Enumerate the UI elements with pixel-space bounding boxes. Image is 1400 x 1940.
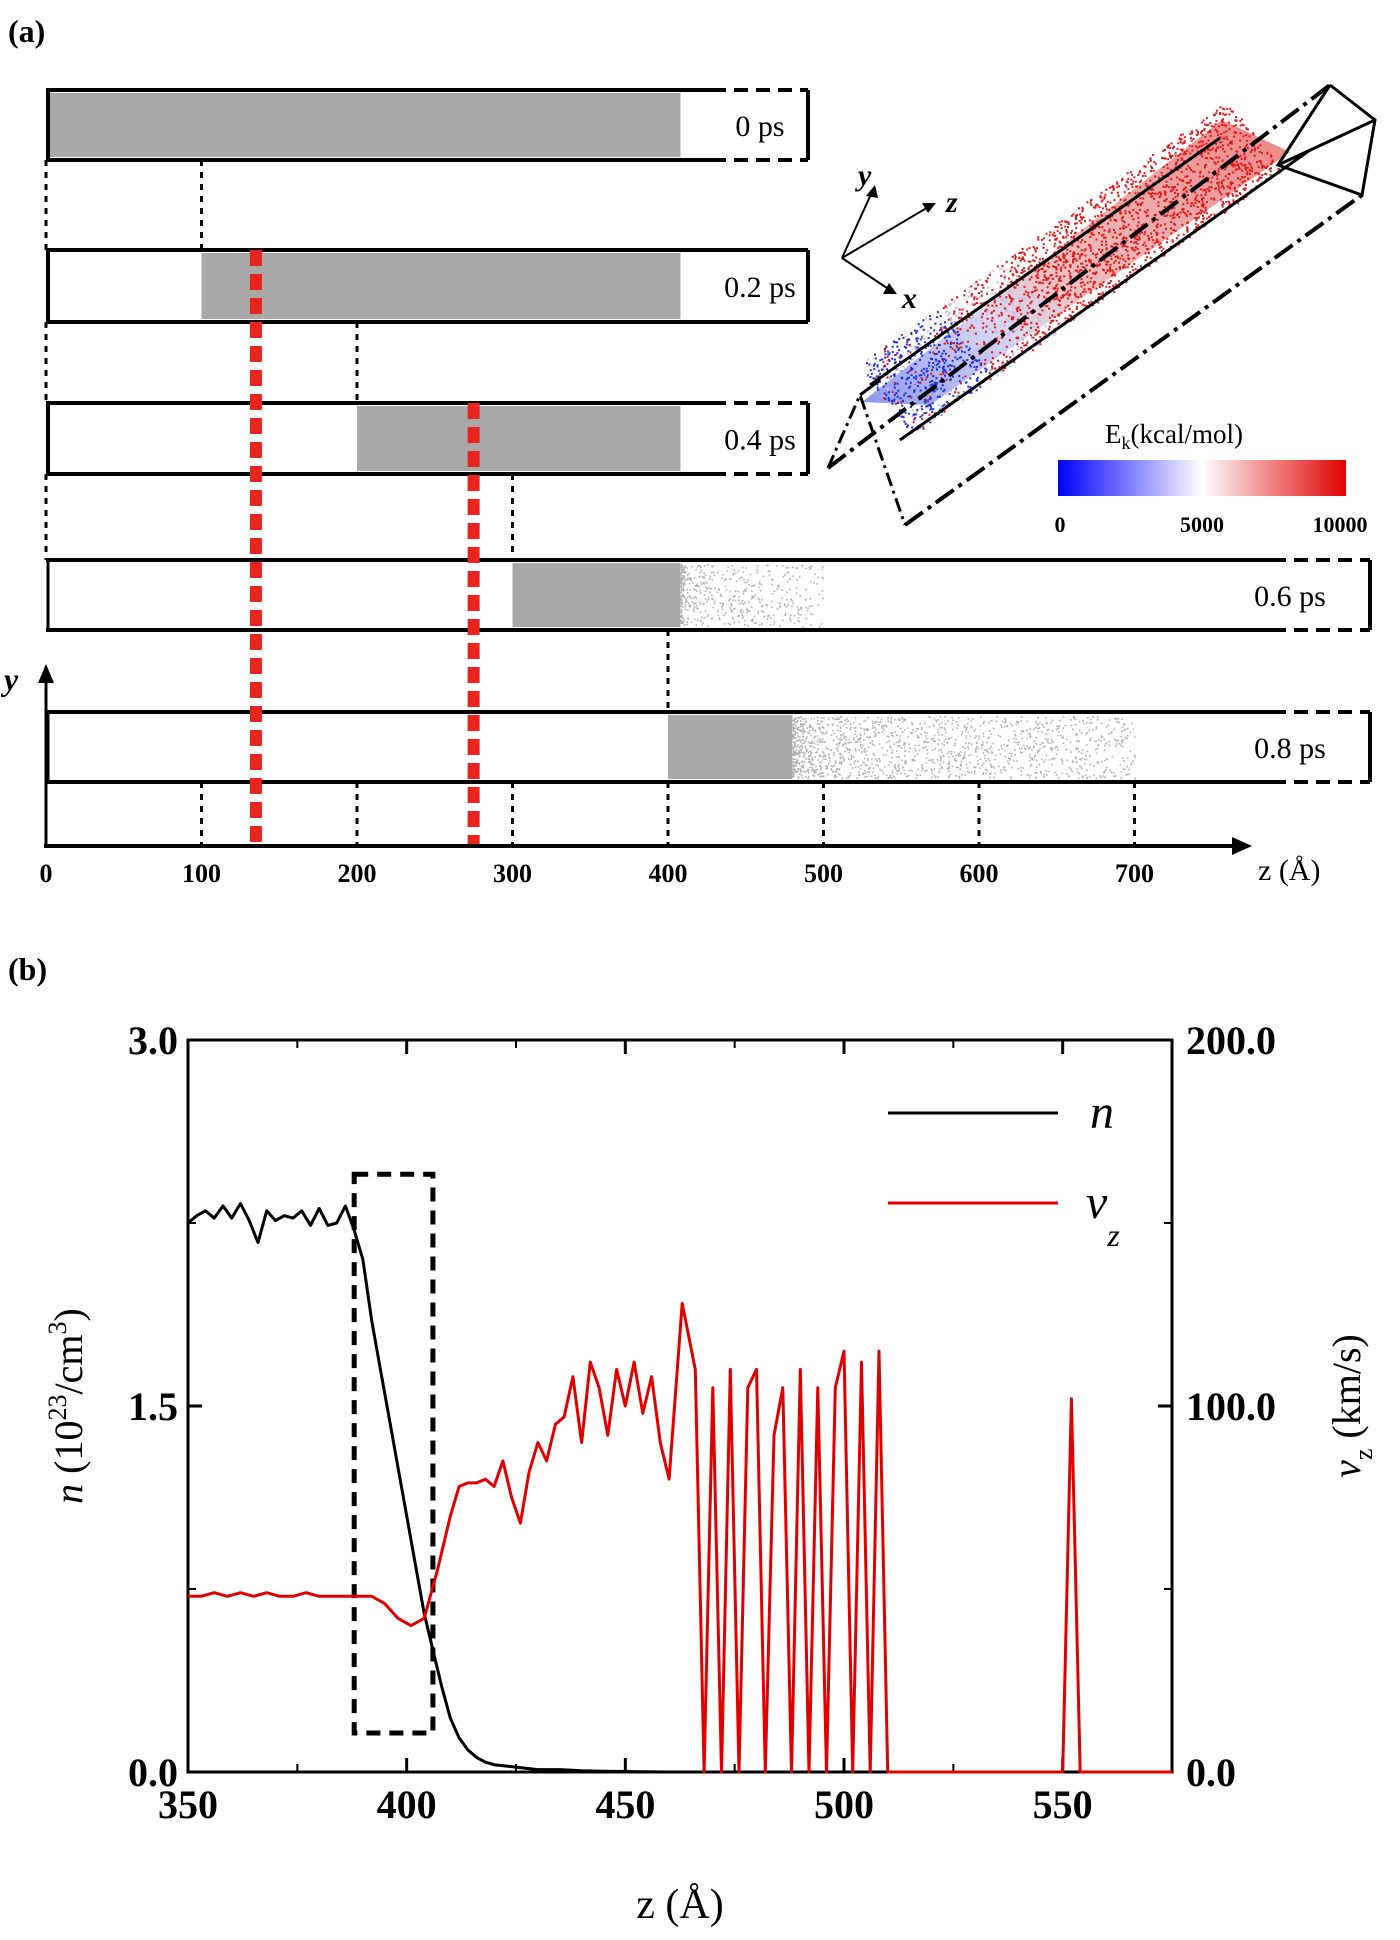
guide-lines bbox=[44, 160, 1136, 846]
colorbar-gradient bbox=[1058, 460, 1346, 496]
left-tick-label: 1.5 bbox=[128, 1384, 178, 1429]
y-axis-label: y bbox=[0, 661, 19, 697]
snapshot-time-label: 0.8 ps bbox=[1254, 732, 1326, 765]
left-tick-label: 3.0 bbox=[128, 1018, 178, 1063]
right-axis-label: vz (km/s) bbox=[1324, 1334, 1378, 1478]
legend-n-label: n bbox=[1090, 1086, 1114, 1139]
energy-colorbar: Ek(kcal/mol) 0 5000 10000 bbox=[1055, 419, 1368, 537]
snapshot-time-label: 0.2 ps bbox=[724, 271, 796, 304]
series-line-n bbox=[187, 1202, 1172, 1774]
z-axis-arrow bbox=[1232, 837, 1252, 855]
atom-region-0 bbox=[50, 93, 681, 157]
snapshot-0: 0 ps bbox=[46, 88, 810, 162]
right-tick-label: 0.0 bbox=[1186, 1750, 1236, 1795]
z-tick-label: 300 bbox=[493, 859, 532, 888]
snapshot-time-label: 0.4 ps bbox=[724, 424, 796, 457]
colorbar-tick-10000: 10000 bbox=[1313, 512, 1368, 537]
colorbar-tick-0: 0 bbox=[1055, 512, 1066, 537]
left-axis-label: n (1023/cm3) bbox=[43, 1308, 91, 1504]
z-axis-label: z (Å) bbox=[1258, 854, 1320, 887]
right-axis-ticks: 0.0 100.0 200.0 bbox=[1158, 1018, 1276, 1795]
legend-vz-label: vz bbox=[1086, 1176, 1120, 1253]
atom-region-2 bbox=[357, 406, 681, 471]
y-axis-arrow bbox=[38, 664, 54, 683]
plot-series bbox=[187, 1202, 1172, 1774]
z-tick-label: 600 bbox=[960, 859, 999, 888]
z-axis-ticks: 0 100 200 300 400 500 600 700 bbox=[40, 859, 1155, 888]
left-axis-ticks: 0.0 1.5 3.0 bbox=[128, 1018, 202, 1795]
z-tick-label: 400 bbox=[649, 859, 688, 888]
triad-z-label: z bbox=[945, 186, 958, 219]
atom-region-1 bbox=[201, 253, 681, 319]
atom-region-3 bbox=[512, 563, 681, 627]
colorbar-tick-5000: 5000 bbox=[1180, 512, 1224, 537]
triad-x-label: x bbox=[901, 282, 917, 315]
legend: n vz bbox=[888, 1086, 1120, 1253]
snapshot-2: 0.4 ps bbox=[46, 401, 810, 476]
x-tick-label: 350 bbox=[158, 1782, 218, 1827]
z-tick-label: 0 bbox=[40, 859, 53, 888]
right-tick-label: 200.0 bbox=[1186, 1018, 1276, 1063]
red-marker-lines bbox=[249, 250, 480, 846]
x-tick-label: 500 bbox=[814, 1782, 874, 1827]
atom-region-4 bbox=[668, 715, 793, 779]
z-tick-label: 100 bbox=[182, 859, 221, 888]
series-line-vz bbox=[188, 1302, 1172, 1774]
snapshot-time-label: 0.6 ps bbox=[1254, 580, 1326, 613]
x-axis-ticks: 350 400 450 500 550 bbox=[158, 1040, 1093, 1827]
coordinate-triad: y z x bbox=[841, 159, 958, 315]
x-axis-label: z (Å) bbox=[636, 1882, 723, 1928]
triad-y-label: y bbox=[855, 159, 872, 192]
x-tick-label: 400 bbox=[377, 1782, 437, 1827]
right-tick-label: 100.0 bbox=[1186, 1384, 1276, 1429]
plot-frame bbox=[186, 1038, 1174, 1774]
z-tick-label: 200 bbox=[338, 859, 377, 888]
left-tick-label: 0.0 bbox=[128, 1750, 178, 1795]
highlight-box bbox=[351, 1171, 436, 1736]
snapshot-4: 0.8 ps bbox=[46, 710, 1372, 784]
colorbar-title: Ek(kcal/mol) bbox=[1105, 419, 1243, 453]
x-tick-label: 550 bbox=[1033, 1782, 1093, 1827]
z-tick-label: 500 bbox=[804, 859, 843, 888]
snapshot-1: 0.2 ps bbox=[46, 248, 810, 324]
snapshot-time-label: 0 ps bbox=[735, 110, 784, 143]
snapshot-3: 0.6 ps bbox=[46, 558, 1372, 632]
panel-b-label: (b) bbox=[8, 951, 47, 987]
z-tick-label: 700 bbox=[1115, 859, 1154, 888]
rod-3d-render bbox=[826, 83, 1377, 527]
x-tick-label: 450 bbox=[595, 1782, 655, 1827]
panel-a-label: (a) bbox=[8, 13, 45, 49]
